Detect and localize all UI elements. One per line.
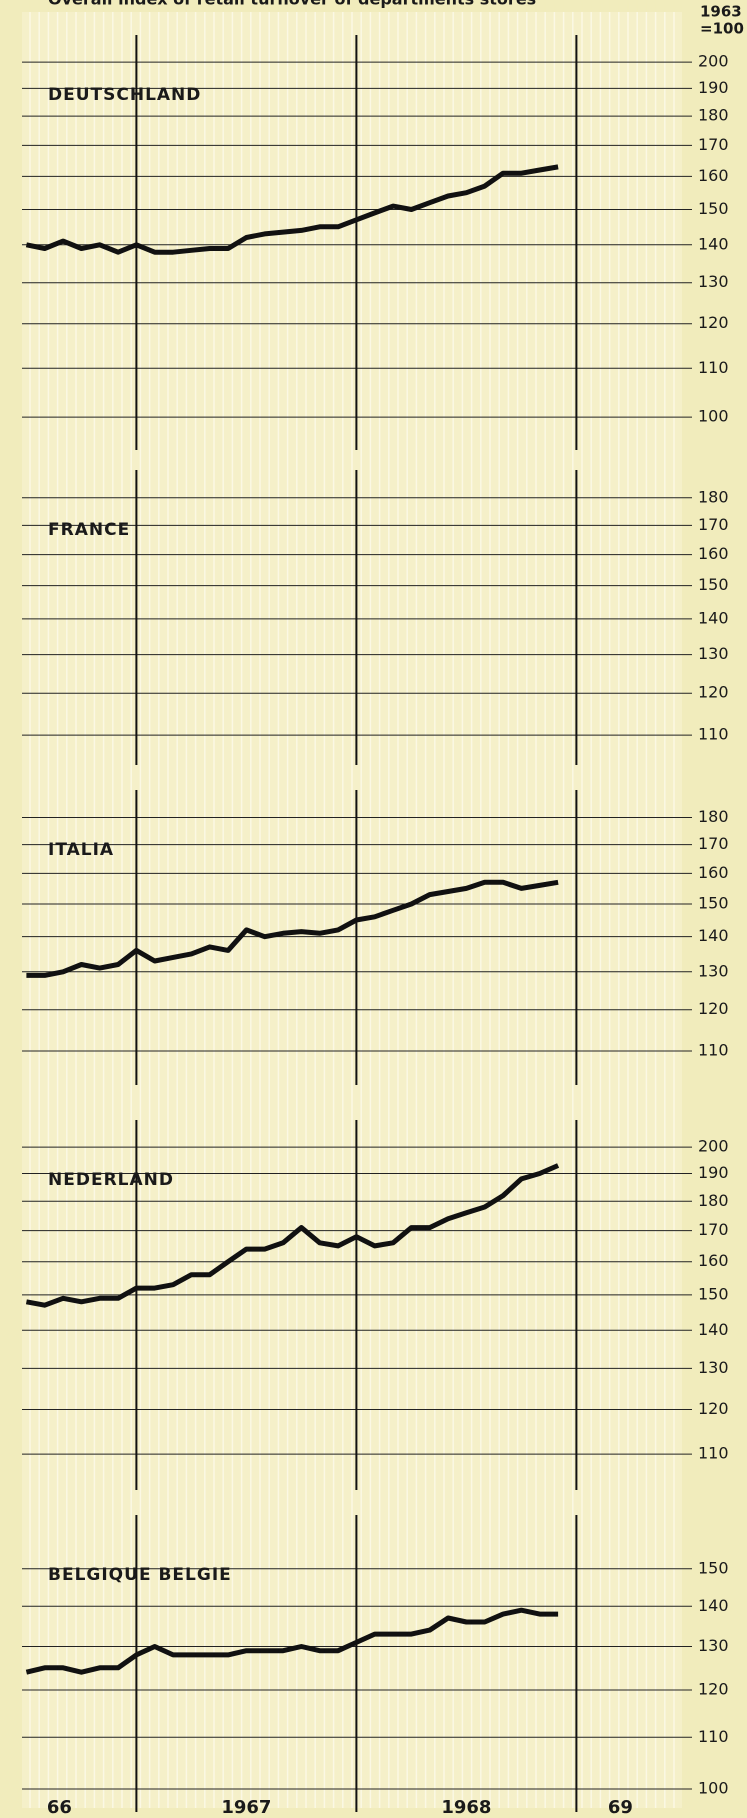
y-tick-label: 180 <box>698 487 729 506</box>
y-tick-label: 170 <box>698 1220 729 1239</box>
y-tick-label: 140 <box>698 1596 729 1615</box>
panel-title: FRANCE <box>48 520 130 540</box>
y-tick-label: 130 <box>698 1636 729 1655</box>
y-tick-label: 140 <box>698 608 729 627</box>
y-tick-label: 120 <box>698 1680 729 1699</box>
y-tick-label: 130 <box>698 961 729 980</box>
x-tick-label: 1968 <box>441 1797 491 1818</box>
x-tick-label: 69 <box>608 1797 633 1818</box>
y-tick-label: 150 <box>698 893 729 912</box>
y-tick-label: 110 <box>698 1727 729 1746</box>
y-tick-label: 160 <box>698 1251 729 1270</box>
panel-title: BELGIQUE BELGIE <box>48 1565 232 1585</box>
y-tick-label: 180 <box>698 807 729 826</box>
y-tick-label: 100 <box>698 1779 729 1798</box>
y-tick-label: 180 <box>698 1191 729 1210</box>
y-tick-label: 190 <box>698 1163 729 1182</box>
x-tick-label: 66 <box>47 1797 72 1818</box>
y-tick-label: 120 <box>698 1399 729 1418</box>
y-tick-label: 170 <box>698 515 729 534</box>
y-tick-label: 120 <box>698 999 729 1018</box>
y-tick-label: 150 <box>698 575 729 594</box>
y-tick-label: 160 <box>698 544 729 563</box>
y-tick-label: 160 <box>698 863 729 882</box>
page-title: Overall index of retail turnover of depa… <box>48 0 536 9</box>
y-tick-label: 110 <box>698 358 729 377</box>
y-tick-label: 150 <box>698 1284 729 1303</box>
y-tick-label: 130 <box>698 272 729 291</box>
y-tick-label: 120 <box>698 313 729 332</box>
y-tick-label: 140 <box>698 234 729 253</box>
unit-line: 1963 <box>700 3 742 21</box>
y-tick-label: 190 <box>698 78 729 97</box>
x-tick-label: 1967 <box>221 1797 271 1818</box>
y-tick-label: 130 <box>698 644 729 663</box>
y-tick-label: 200 <box>698 1137 729 1156</box>
y-tick-label: 100 <box>698 407 729 426</box>
y-tick-label: 140 <box>698 926 729 945</box>
y-tick-label: 160 <box>698 166 729 185</box>
y-tick-label: 120 <box>698 683 729 702</box>
y-tick-label: 170 <box>698 834 729 853</box>
y-tick-label: 200 <box>698 52 729 71</box>
unit-line: =100 <box>700 20 744 38</box>
y-tick-label: 140 <box>698 1320 729 1339</box>
data-line <box>25 1607 559 1675</box>
y-tick-label: 110 <box>698 1444 729 1463</box>
y-tick-label: 110 <box>698 725 729 744</box>
panel-title: DEUTSCHLAND <box>48 85 201 105</box>
panel-title: NEDERLAND <box>48 1170 174 1190</box>
y-tick-label: 150 <box>698 1558 729 1577</box>
y-tick-label: 150 <box>698 199 729 218</box>
y-tick-label: 130 <box>698 1358 729 1377</box>
data-line <box>25 164 559 255</box>
y-tick-label: 110 <box>698 1040 729 1059</box>
y-tick-label: 180 <box>698 106 729 125</box>
y-tick-label: 170 <box>698 135 729 154</box>
data-line <box>25 1163 560 1308</box>
data-line <box>26 879 559 978</box>
panel-title: ITALIA <box>48 840 114 860</box>
